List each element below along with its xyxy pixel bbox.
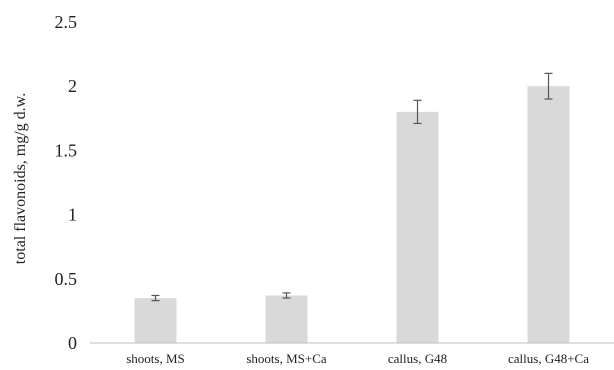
x-category-label: shoots, MS [126, 351, 185, 366]
error-bars [151, 72, 553, 302]
y-tick-label: 2 [68, 76, 77, 96]
bar [396, 111, 439, 343]
bar [527, 86, 570, 343]
bars [134, 86, 570, 343]
y-tick-label: 0 [68, 333, 77, 353]
y-axis-ticks: 0 0.5 1 1.5 2 2.5 [55, 12, 78, 353]
y-tick-label: 0.5 [55, 269, 78, 289]
x-category-label: callus, G48+Ca [508, 351, 589, 366]
bar [134, 298, 177, 343]
x-category-label: shoots, MS+Ca [246, 351, 327, 366]
bar [265, 295, 308, 343]
x-axis-labels: shoots, MS shoots, MS+Ca callus, G48 callus… [126, 351, 589, 366]
y-axis-title: total flavonoids, mg/g d.w. [12, 93, 29, 264]
y-tick-label: 2.5 [55, 12, 78, 32]
y-tick-label: 1 [68, 205, 77, 225]
y-tick-label: 1.5 [55, 140, 78, 160]
x-category-label: callus, G48 [388, 351, 447, 366]
